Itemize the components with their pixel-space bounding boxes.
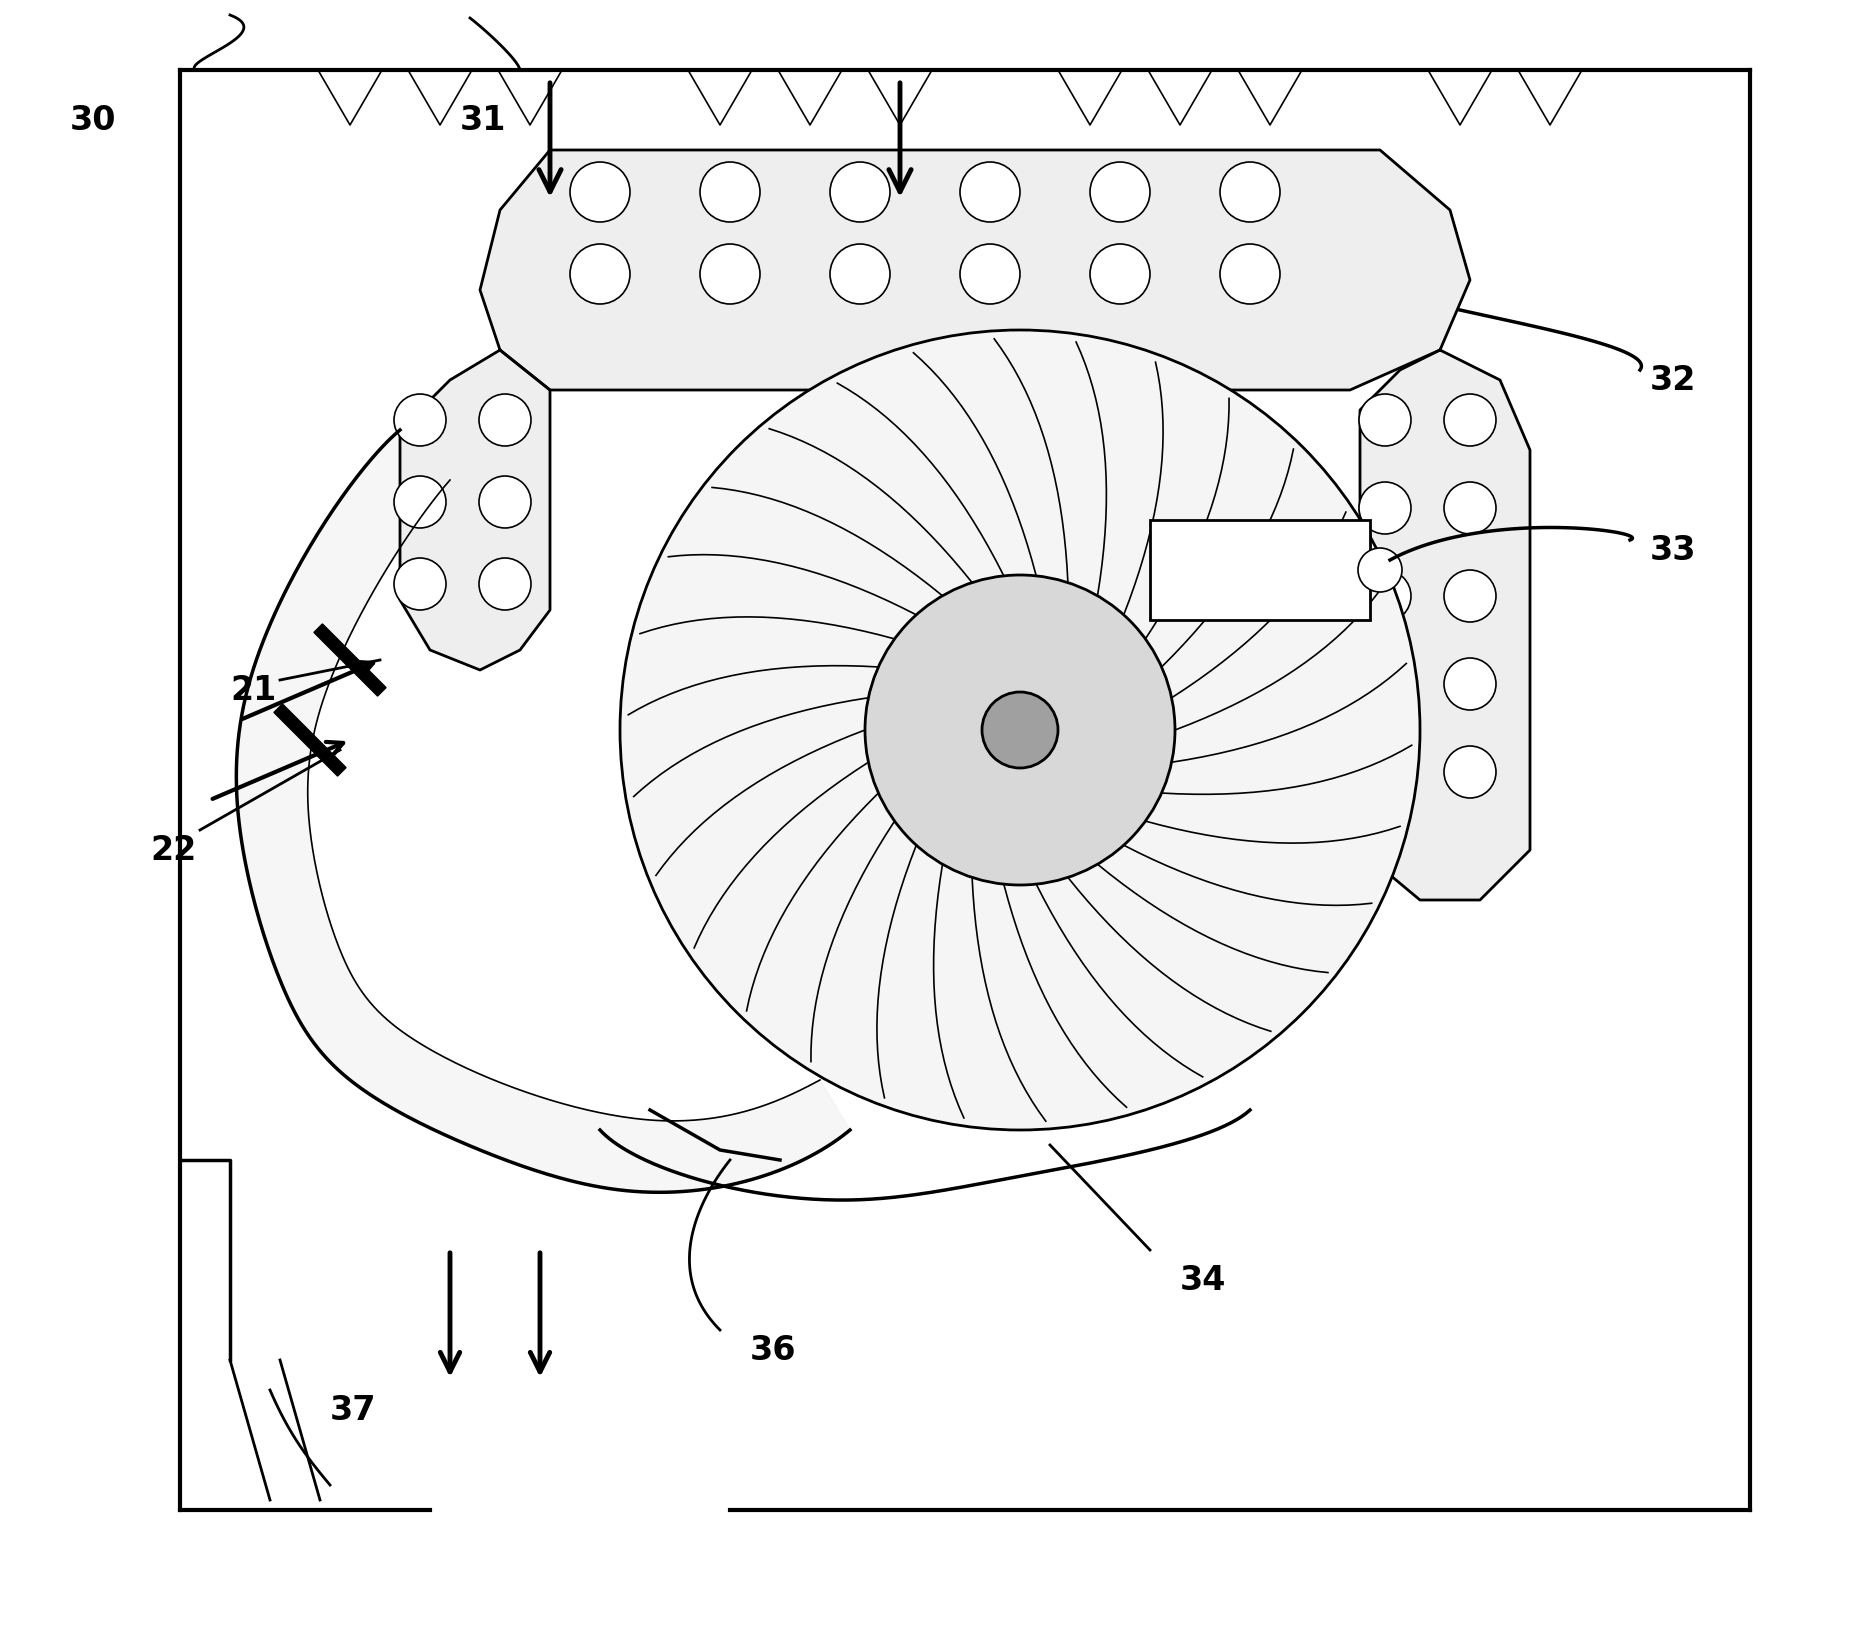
Circle shape (700, 244, 760, 305)
Polygon shape (1359, 350, 1530, 900)
Circle shape (1220, 244, 1279, 305)
Text: 21: 21 (230, 673, 277, 706)
Polygon shape (236, 430, 851, 1192)
Circle shape (1445, 659, 1497, 711)
Circle shape (1359, 659, 1411, 711)
Circle shape (1445, 747, 1497, 799)
Circle shape (620, 329, 1421, 1130)
Circle shape (394, 394, 446, 447)
Circle shape (700, 161, 760, 222)
Circle shape (960, 161, 1019, 222)
Circle shape (830, 244, 890, 305)
Circle shape (1359, 394, 1411, 447)
Circle shape (830, 161, 890, 222)
Circle shape (394, 557, 446, 610)
Circle shape (1359, 482, 1411, 535)
Text: 37: 37 (331, 1394, 377, 1426)
FancyBboxPatch shape (1149, 520, 1370, 619)
Circle shape (1220, 161, 1279, 222)
Circle shape (1359, 570, 1411, 623)
Circle shape (394, 476, 446, 528)
Circle shape (1445, 570, 1497, 623)
Circle shape (982, 693, 1058, 768)
Circle shape (479, 476, 531, 528)
Polygon shape (275, 704, 345, 776)
Circle shape (1445, 394, 1497, 447)
Text: 22: 22 (150, 833, 197, 867)
Circle shape (1359, 747, 1411, 799)
Circle shape (960, 244, 1019, 305)
Polygon shape (479, 150, 1471, 390)
Text: 34: 34 (1179, 1263, 1226, 1296)
Text: 33: 33 (1651, 533, 1697, 567)
Text: 30: 30 (71, 103, 117, 137)
Text: 31: 31 (461, 103, 507, 137)
Circle shape (1090, 244, 1149, 305)
Circle shape (1357, 548, 1402, 592)
Circle shape (570, 161, 630, 222)
Circle shape (865, 575, 1175, 885)
Text: 32: 32 (1651, 363, 1697, 396)
Circle shape (570, 244, 630, 305)
Circle shape (1445, 482, 1497, 535)
Circle shape (1090, 161, 1149, 222)
Polygon shape (314, 624, 386, 696)
Polygon shape (399, 350, 550, 670)
Circle shape (479, 394, 531, 447)
Circle shape (479, 557, 531, 610)
Text: 36: 36 (750, 1333, 797, 1366)
